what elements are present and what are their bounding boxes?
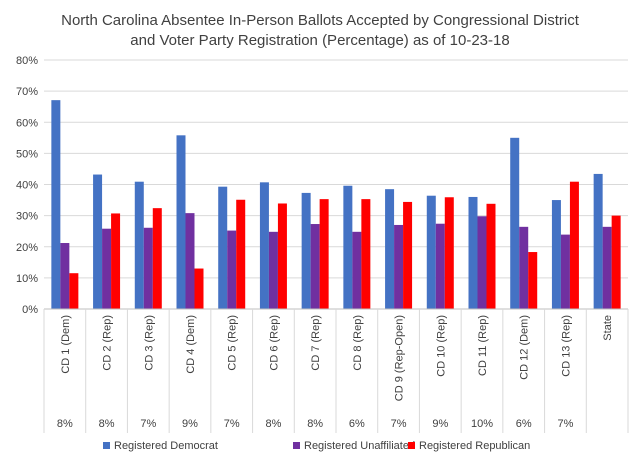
bar xyxy=(60,243,70,309)
chart-title: North Carolina Absentee In-Person Ballot… xyxy=(61,12,580,29)
legend-swatch xyxy=(408,442,415,449)
bar xyxy=(528,252,538,309)
bar xyxy=(426,195,436,309)
bar xyxy=(385,189,395,309)
bar xyxy=(611,215,621,309)
bar xyxy=(468,196,478,309)
legend-item: Registered Democrat xyxy=(103,440,218,452)
x-tick-label: CD 6 (Rep) xyxy=(268,315,280,371)
x-tick-label: CD 5 (Rep) xyxy=(227,315,239,371)
bar xyxy=(403,201,413,309)
legend-label: Registered Democrat xyxy=(114,440,218,452)
bar xyxy=(143,227,153,309)
bar xyxy=(93,174,103,309)
share-label: 7% xyxy=(140,418,156,430)
share-label: 9% xyxy=(432,418,448,430)
x-tick-label: CD 4 (Dem) xyxy=(185,315,197,374)
bar xyxy=(394,224,404,309)
x-tick-label: CD 12 (Dem) xyxy=(519,315,531,380)
y-tick-label: 60% xyxy=(16,117,38,129)
bar xyxy=(310,224,320,309)
x-tick-label: CD 3 (Rep) xyxy=(143,315,155,371)
bar xyxy=(319,199,329,309)
legend-swatch xyxy=(293,442,300,449)
share-label: 10% xyxy=(471,418,493,430)
legend: Registered Democrat Registered Unaffiliat… xyxy=(103,440,530,452)
bar xyxy=(477,216,487,309)
x-axis: CD 1 (Dem) 8% CD 2 (Rep) 8% CD 3 (Rep) 7% CD 4… xyxy=(43,308,629,433)
bar xyxy=(176,135,186,309)
x-tick-label: CD 9 (Rep-Open) xyxy=(394,315,406,401)
bar xyxy=(560,234,570,309)
y-tick-label: 0% xyxy=(22,304,38,316)
bar xyxy=(134,181,144,309)
share-label: 8% xyxy=(99,418,115,430)
y-tick-label: 30% xyxy=(16,211,38,223)
bar xyxy=(227,230,237,309)
bar xyxy=(102,228,112,309)
y-tick-label: 70% xyxy=(16,86,38,98)
bar xyxy=(259,182,269,309)
gridlines xyxy=(44,59,628,279)
share-label: 7% xyxy=(224,418,240,430)
x-tick-label: CD 1 (Dem) xyxy=(60,315,72,374)
share-label: 8% xyxy=(57,418,73,430)
share-label: 8% xyxy=(307,418,323,430)
legend-swatch xyxy=(103,442,110,449)
bar xyxy=(268,231,278,309)
bar xyxy=(343,185,353,309)
x-tick-label: CD 7 (Rep) xyxy=(310,315,322,371)
legend-item: Registered Republican xyxy=(408,440,530,452)
bar xyxy=(69,273,79,309)
legend-label: Registered Republican xyxy=(419,440,530,452)
bar xyxy=(352,231,362,309)
share-label: 6% xyxy=(516,418,532,430)
bar xyxy=(435,223,445,309)
bar xyxy=(301,192,311,309)
bar xyxy=(152,208,162,309)
x-tick-label: CD 10 (Rep) xyxy=(435,315,447,377)
legend-label: Registered Unaffiliated xyxy=(304,440,415,452)
bar xyxy=(593,173,603,309)
x-tick-label: CD 13 (Rep) xyxy=(560,315,572,377)
bar xyxy=(185,213,195,309)
bar xyxy=(277,203,287,309)
y-tick-label: 40% xyxy=(16,180,38,192)
share-label: 7% xyxy=(391,418,407,430)
y-axis: 0% 10% 20% 30% 40% 50% 60% 70% 80% xyxy=(16,55,38,316)
x-tick-label: CD 8 (Rep) xyxy=(352,315,364,371)
bar xyxy=(519,226,529,309)
x-tick-label: CD 11 (Rep) xyxy=(477,315,489,376)
x-tick-label: CD 2 (Rep) xyxy=(102,315,114,371)
bar xyxy=(51,100,61,310)
y-tick-label: 80% xyxy=(16,55,38,67)
bar xyxy=(551,200,561,309)
bar xyxy=(236,199,246,309)
share-label: 9% xyxy=(182,418,198,430)
bar xyxy=(444,197,454,309)
y-tick-label: 10% xyxy=(16,273,38,285)
chart-subtitle: and Voter Party Registration (Percentage… xyxy=(130,32,509,49)
share-label: 8% xyxy=(265,418,281,430)
share-label: 7% xyxy=(557,418,573,430)
y-tick-label: 50% xyxy=(16,148,38,160)
share-label: 6% xyxy=(349,418,365,430)
bar xyxy=(194,268,204,309)
bar xyxy=(111,213,121,309)
bar xyxy=(510,137,520,309)
y-tick-label: 20% xyxy=(16,242,38,254)
x-tick-label: State xyxy=(602,315,614,341)
bars xyxy=(51,100,621,310)
bar xyxy=(218,186,228,309)
bar xyxy=(602,226,612,309)
legend-item: Registered Unaffiliated xyxy=(293,440,415,452)
bar xyxy=(486,203,496,309)
bar xyxy=(569,181,579,309)
bar xyxy=(361,199,371,309)
